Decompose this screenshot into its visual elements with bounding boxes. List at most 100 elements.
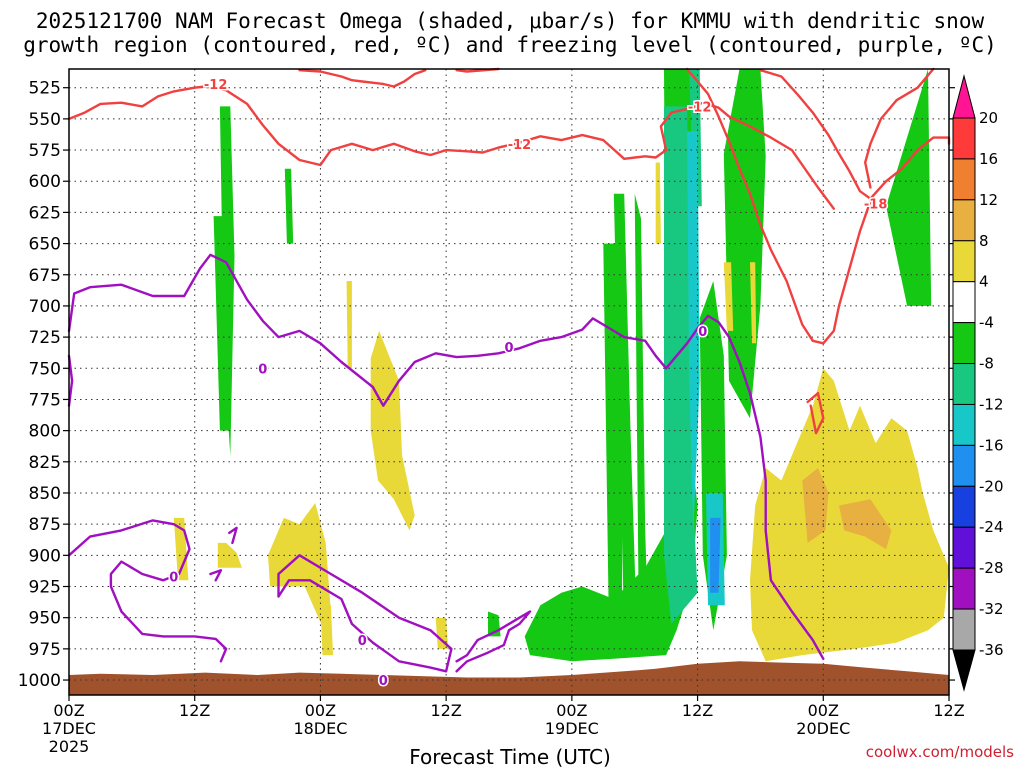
omega-region-downward_4_to_8-8 bbox=[723, 262, 734, 331]
y-tick-label-725: 725 bbox=[29, 328, 61, 348]
contour-layer bbox=[67, 67, 951, 673]
colorbar-label-16: 16 bbox=[979, 150, 998, 168]
gridline-layer bbox=[68, 69, 950, 695]
x-tick-label-72-1: 00Z bbox=[808, 701, 839, 720]
y-tick-label-700: 700 bbox=[29, 297, 61, 317]
y-tick-label-650: 650 bbox=[29, 235, 61, 255]
contour-label-3: -18 bbox=[864, 198, 888, 213]
freezing_level-contour-6 bbox=[455, 610, 532, 673]
colorbar-label--36: -36 bbox=[979, 641, 1004, 659]
colorbar-box--12-to--16 bbox=[952, 403, 976, 446]
freezing_level-contour-1 bbox=[67, 354, 74, 407]
freezing_level-contour-4 bbox=[209, 569, 223, 582]
colorbar-box--4-to--8 bbox=[952, 322, 976, 365]
y-tick-label-950: 950 bbox=[29, 609, 61, 629]
x-tick-label-60-1: 12Z bbox=[682, 701, 713, 720]
y-tick-label-975: 975 bbox=[29, 640, 61, 660]
colorbar-label--16: -16 bbox=[979, 436, 1004, 454]
colorbar-label--4: -4 bbox=[979, 314, 994, 332]
contour-label-4: 0 bbox=[258, 362, 267, 377]
y-tick-label-600: 600 bbox=[29, 172, 61, 192]
colorbar-box-20-to-16 bbox=[952, 117, 976, 160]
terrain-fill bbox=[69, 661, 949, 695]
freezing_level-contour-2 bbox=[67, 519, 228, 663]
omega-region-upward_-4_to_-8-9 bbox=[634, 193, 649, 631]
omega-region-upward_-4_to_-8-1 bbox=[219, 106, 235, 456]
x-tick-label-48-1: 00Z bbox=[556, 701, 587, 720]
omega-region-downward_8_to_12-1 bbox=[839, 499, 892, 550]
contour-label-layer: -12 -12 -12 -18 0 0 0 0 0 0 bbox=[168, 76, 889, 690]
contour-label-5: 0 bbox=[504, 341, 513, 356]
contour-label-7: 0 bbox=[169, 571, 178, 586]
dendritic_snow_growth-contour-0 bbox=[67, 85, 835, 210]
y-tick-label-625: 625 bbox=[29, 203, 61, 223]
contour-label-8: 0 bbox=[358, 634, 367, 649]
omega-region-downward_4_to_8-6 bbox=[435, 617, 449, 649]
x-tick-label-48-2: 19DEC bbox=[545, 719, 599, 738]
y-tick-label-575: 575 bbox=[29, 141, 61, 161]
omega-region-downward_8_to_12-0 bbox=[802, 468, 829, 543]
y-tick-label-900: 900 bbox=[29, 546, 61, 566]
omega-region-downward_4_to_8-0 bbox=[346, 281, 352, 369]
dendritic_snow_growth_3-contour-1 bbox=[864, 67, 935, 189]
y-tick-label-850: 850 bbox=[29, 484, 61, 504]
x-tick-label-0-1: 00Z bbox=[53, 701, 84, 720]
contour-label-9: 0 bbox=[379, 674, 388, 689]
omega-region-downward_4_to_8-10 bbox=[750, 262, 757, 344]
omega-region-upward_-4_to_-8-2 bbox=[284, 168, 294, 244]
omega-region-downward_4_to_8-2 bbox=[268, 503, 331, 637]
x-tick-label-12-1: 12Z bbox=[179, 701, 210, 720]
colorbar-bottom-triangle bbox=[952, 649, 976, 692]
y-tick-label-875: 875 bbox=[29, 515, 61, 535]
x-tick-label-0-2: 17DEC bbox=[42, 719, 96, 738]
chart-title-line2: growth region (contoured, red, ºC) and f… bbox=[23, 33, 997, 57]
dendritic_snow_growth-contour-1 bbox=[298, 68, 427, 88]
colorbar-label-20: 20 bbox=[979, 109, 998, 127]
colorbar-label-4: 4 bbox=[979, 273, 989, 291]
contour-label-2: -12 bbox=[688, 100, 712, 115]
y-tick-label-775: 775 bbox=[29, 390, 61, 410]
x-tick-label-0-3: 2025 bbox=[49, 737, 90, 756]
omega-region-upward_-4_to_-8-7 bbox=[917, 231, 931, 271]
freezing_level-contour-5 bbox=[277, 554, 453, 673]
dendritic_snow_growth_2-contour-0 bbox=[759, 68, 951, 200]
colorbar-label--20: -20 bbox=[979, 477, 1004, 495]
contour-label-1: -12 bbox=[508, 138, 532, 153]
colorbar-label--28: -28 bbox=[979, 559, 1004, 577]
omega-region-downward_4_to_8-7 bbox=[655, 162, 661, 244]
omega-region-upward_-4_to_-8-4 bbox=[613, 193, 637, 631]
x-tick-label-24-1: 00Z bbox=[305, 701, 336, 720]
x-tick-label-24-2: 18DEC bbox=[293, 719, 347, 738]
x-axis-label: Forecast Time (UTC) bbox=[409, 745, 611, 768]
dendritic_snow_growth_3-contour-2 bbox=[806, 392, 825, 435]
freezing_level-contour-0 bbox=[67, 253, 825, 660]
colorbar-box-4-to--4 bbox=[952, 281, 976, 324]
omega-region-upward_-16_to_-20-0 bbox=[710, 517, 721, 593]
omega-shading-layer bbox=[173, 69, 949, 662]
colorbar-label--12: -12 bbox=[979, 395, 1004, 413]
y-tick-label-800: 800 bbox=[29, 422, 61, 442]
plot-frame bbox=[68, 68, 950, 696]
y-tick-label-925: 925 bbox=[29, 578, 61, 598]
colorbar: 20 16 12 8 4 -4 -8 -12 -16 -20 -24 -28 -32 -36 bbox=[952, 74, 1004, 692]
dendritic_snow_growth-contour-2 bbox=[455, 67, 500, 73]
y-tick-label-550: 550 bbox=[29, 110, 61, 130]
contour-label-0: -12 bbox=[204, 78, 228, 93]
y-tick-label-1000: 1000 bbox=[18, 671, 61, 691]
freezing_level-contour-3 bbox=[228, 526, 238, 545]
terrain-layer bbox=[69, 661, 949, 695]
y-tick-label-675: 675 bbox=[29, 266, 61, 286]
colorbar-label--24: -24 bbox=[979, 518, 1004, 536]
credit-text[interactable]: coolwx.com/models bbox=[866, 743, 1014, 761]
colorbar-label--8: -8 bbox=[979, 355, 994, 373]
omega-region-downward_4_to_8-5 bbox=[320, 605, 333, 656]
contour-label-6: 0 bbox=[698, 325, 707, 340]
colorbar-box--20-to--24 bbox=[952, 485, 976, 528]
colorbar-box--16-to--20 bbox=[952, 444, 976, 487]
colorbar-box--24-to--28 bbox=[952, 526, 976, 569]
y-axis: 525 550 575 600 625 650 675 700 725 750 775 800 825 8… bbox=[18, 79, 955, 691]
omega-region-upward_-4_to_-8-8 bbox=[524, 461, 698, 662]
colorbar-label-8: 8 bbox=[979, 232, 989, 250]
